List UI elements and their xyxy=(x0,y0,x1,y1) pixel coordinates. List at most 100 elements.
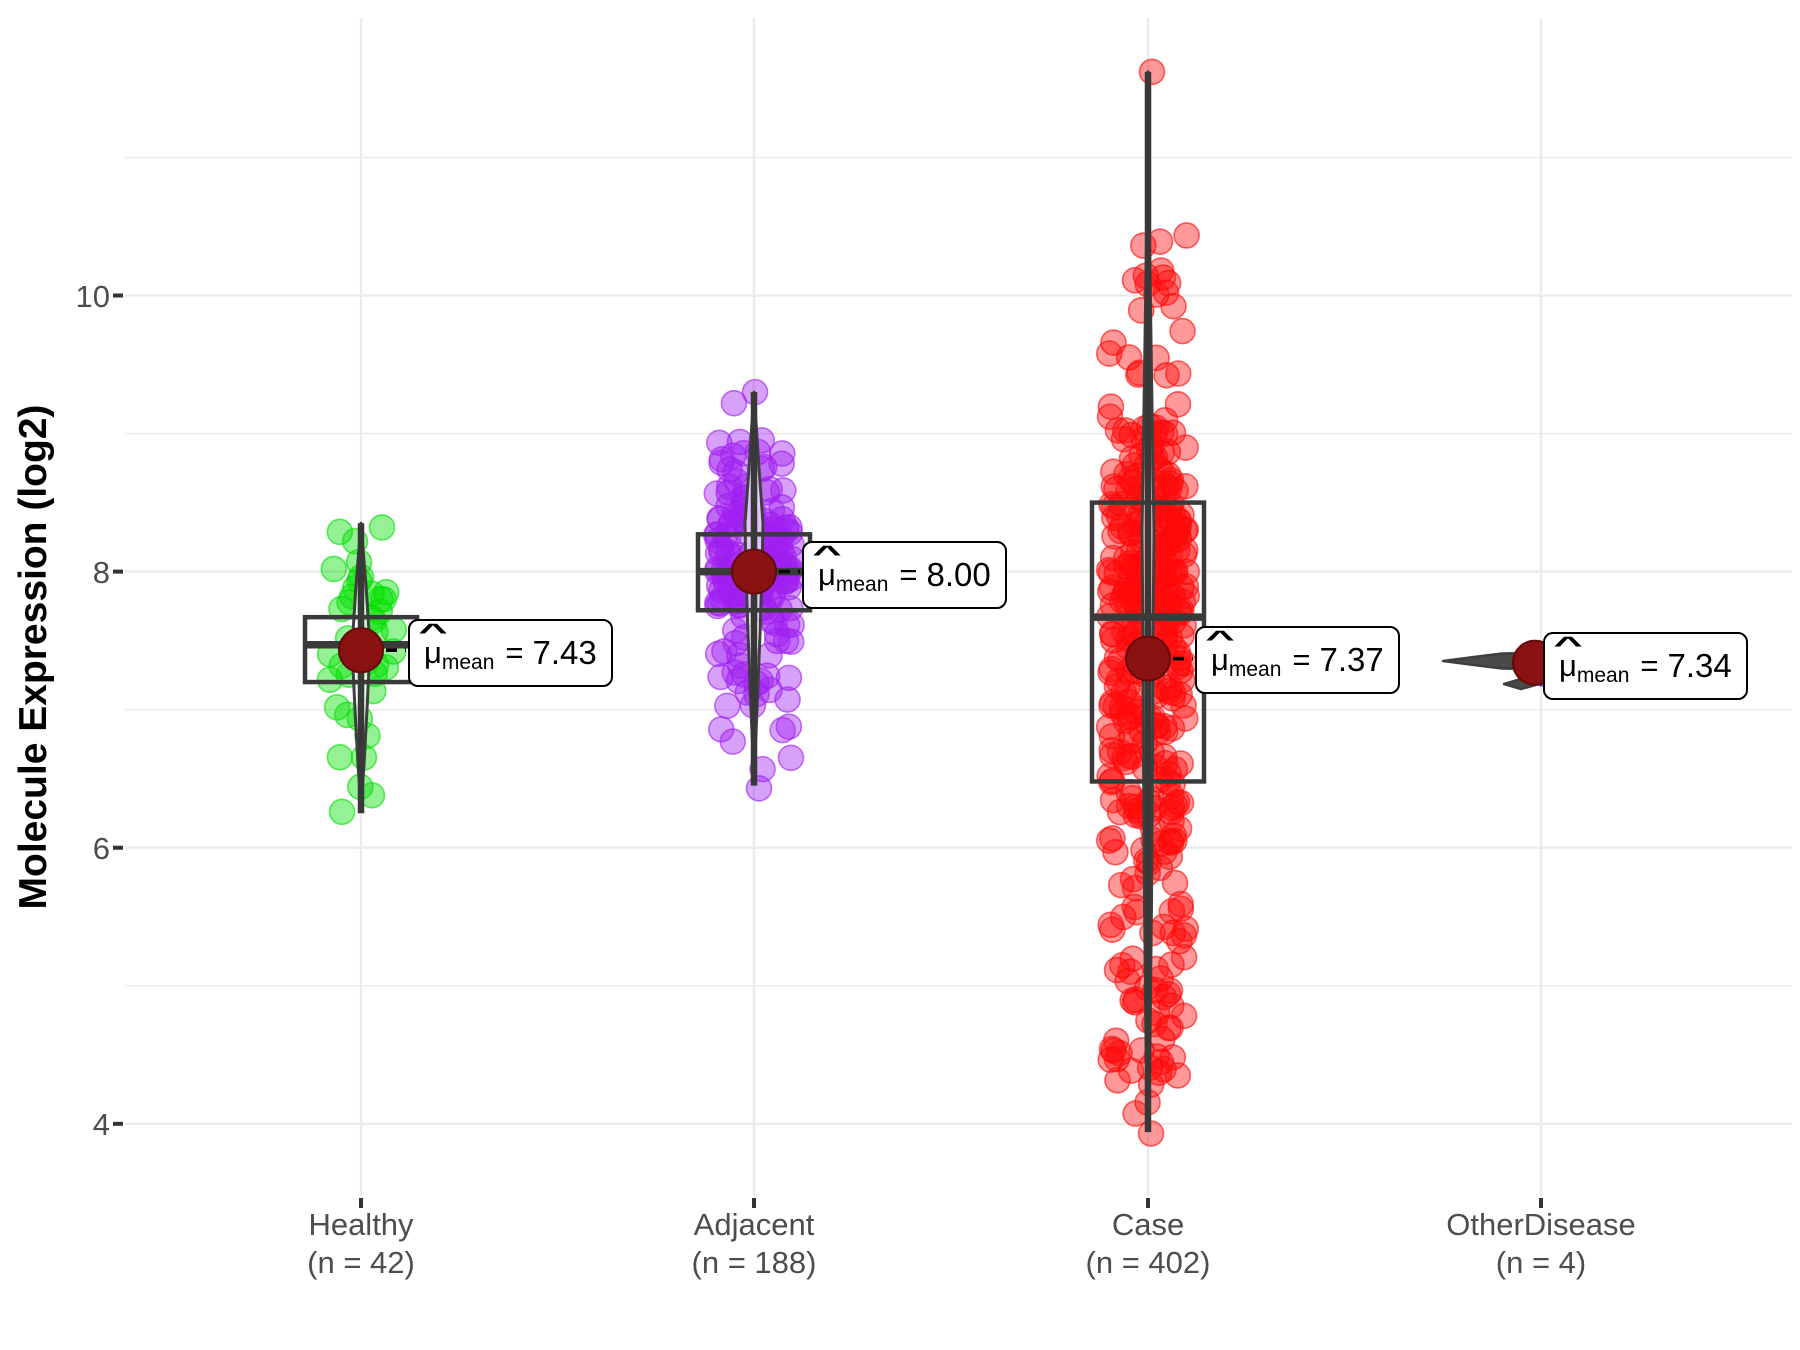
y-tick-label-10: 10 xyxy=(75,279,110,314)
jitter-point xyxy=(1098,736,1126,764)
jitter-point xyxy=(1097,911,1125,939)
jitter-point xyxy=(1159,500,1186,528)
jitter-point xyxy=(1101,504,1128,532)
equals-sign: = xyxy=(505,635,524,670)
mu-hat-symbol: ^ μ xyxy=(1205,626,1235,677)
jitter-point xyxy=(720,389,748,417)
jitter-point xyxy=(326,518,354,546)
jitter-point xyxy=(1095,713,1123,741)
mu-hat-symbol: ^ μ xyxy=(1553,632,1583,683)
jitter-point xyxy=(1173,222,1200,249)
y-tick-label-6: 6 xyxy=(92,831,110,866)
jitter-point xyxy=(769,716,796,744)
jitter-point xyxy=(1099,544,1127,572)
jitter-point xyxy=(1157,992,1185,1019)
jitter-point xyxy=(775,664,803,692)
mu-hat-symbol: ^ μ xyxy=(418,619,448,670)
jitter-point xyxy=(722,459,750,486)
jitter-point xyxy=(774,686,801,713)
jitter-point xyxy=(703,480,731,507)
x-label-healthy: Healthy (n = 42) xyxy=(181,1206,541,1282)
jitter-point xyxy=(1105,667,1132,695)
jitter-point xyxy=(1172,915,1200,943)
category-n: (n = 188) xyxy=(691,1245,817,1280)
x-label-case: Case (n = 402) xyxy=(968,1206,1328,1282)
mean-subscript: mean xyxy=(441,651,495,674)
group-otherdisease xyxy=(1441,639,1558,691)
mean-subscript: mean xyxy=(1228,658,1282,681)
mean-label-healthy: ^ μ mean = 7.43 xyxy=(408,619,613,687)
category-n: (n = 42) xyxy=(307,1245,415,1280)
jitter-point xyxy=(707,715,735,743)
jitter-point xyxy=(1096,762,1123,790)
mean-label-case: ^ μ mean = 7.37 xyxy=(1195,626,1400,694)
group-case xyxy=(1089,58,1207,1147)
jitter-point xyxy=(316,666,344,693)
jitter-point xyxy=(1166,681,1193,708)
jitter-point xyxy=(1109,903,1137,931)
jitter-point xyxy=(1098,723,1126,750)
mu-hat-symbol: ^ μ xyxy=(812,541,842,592)
jitter-point xyxy=(1160,827,1188,855)
category-n: (n = 402) xyxy=(1085,1245,1211,1280)
x-label-adjacent: Adjacent (n = 188) xyxy=(574,1206,934,1282)
mean-label-otherdisease: ^ μ mean = 7.34 xyxy=(1543,632,1748,700)
jitter-point xyxy=(1158,951,1185,978)
mean-label-adjacent: ^ μ mean = 8.00 xyxy=(802,541,1007,609)
mean-dot xyxy=(338,627,384,674)
jitter-point xyxy=(1167,890,1194,918)
category-name: Adjacent xyxy=(693,1207,815,1242)
jitter-point xyxy=(1152,472,1180,499)
jitter-point xyxy=(368,514,396,541)
jitter-point xyxy=(320,555,348,583)
jitter-point xyxy=(772,627,800,655)
jitter-point xyxy=(1102,1027,1130,1055)
jitter-point xyxy=(1118,421,1145,449)
jitter-point xyxy=(1097,393,1125,420)
y-tick-label-8: 8 xyxy=(92,555,110,590)
equals-sign: = xyxy=(899,557,918,592)
jitter-point xyxy=(1103,956,1131,984)
mean-dot xyxy=(1125,635,1171,682)
jitter-point xyxy=(777,744,805,772)
y-tick-label-4: 4 xyxy=(92,1107,110,1142)
jitter-point xyxy=(722,629,750,657)
jitter-point xyxy=(1102,838,1129,866)
group-healthy xyxy=(302,514,420,826)
equals-sign: = xyxy=(1292,642,1311,677)
jitter-point xyxy=(1100,329,1127,356)
category-name: Healthy xyxy=(308,1207,414,1242)
jitter-point xyxy=(1156,843,1184,871)
category-n: (n = 4) xyxy=(1495,1245,1587,1280)
jitter-point xyxy=(1110,581,1138,609)
jitter-point xyxy=(768,450,795,477)
jitter-point xyxy=(1153,361,1180,389)
mean-subscript: mean xyxy=(1576,664,1630,687)
jitter-point xyxy=(707,663,734,691)
jitter-point xyxy=(1106,798,1134,826)
x-label-otherdisease: OtherDisease (n = 4) xyxy=(1361,1206,1721,1282)
mean-value: 7.34 xyxy=(1667,647,1732,684)
jitter-point xyxy=(1170,943,1198,971)
equals-sign: = xyxy=(1640,648,1659,683)
axis-ticks xyxy=(113,293,1543,1208)
jitter-point xyxy=(1130,232,1157,259)
jitter-point xyxy=(726,428,754,456)
jitter-point xyxy=(1119,865,1147,893)
jitter-point xyxy=(1161,559,1188,586)
jitter-point xyxy=(1100,458,1127,486)
jitter-point xyxy=(1150,913,1177,941)
jitter-point xyxy=(1151,407,1179,434)
jitter-point xyxy=(1169,317,1196,345)
jitter-point xyxy=(1138,58,1166,86)
jitter-point xyxy=(328,798,356,826)
jitter-point xyxy=(326,743,354,771)
mean-dot xyxy=(731,548,777,595)
jitter-point xyxy=(778,611,805,639)
jitter-point xyxy=(721,659,749,686)
jitter-point xyxy=(1099,621,1126,648)
mean-value: 7.37 xyxy=(1319,641,1384,678)
jitter-point xyxy=(1122,1100,1149,1127)
jitter-point xyxy=(1108,694,1136,721)
